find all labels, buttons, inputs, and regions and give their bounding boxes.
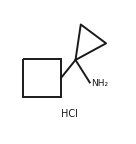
Text: HCl: HCl	[61, 109, 78, 119]
Text: NH₂: NH₂	[91, 79, 108, 88]
